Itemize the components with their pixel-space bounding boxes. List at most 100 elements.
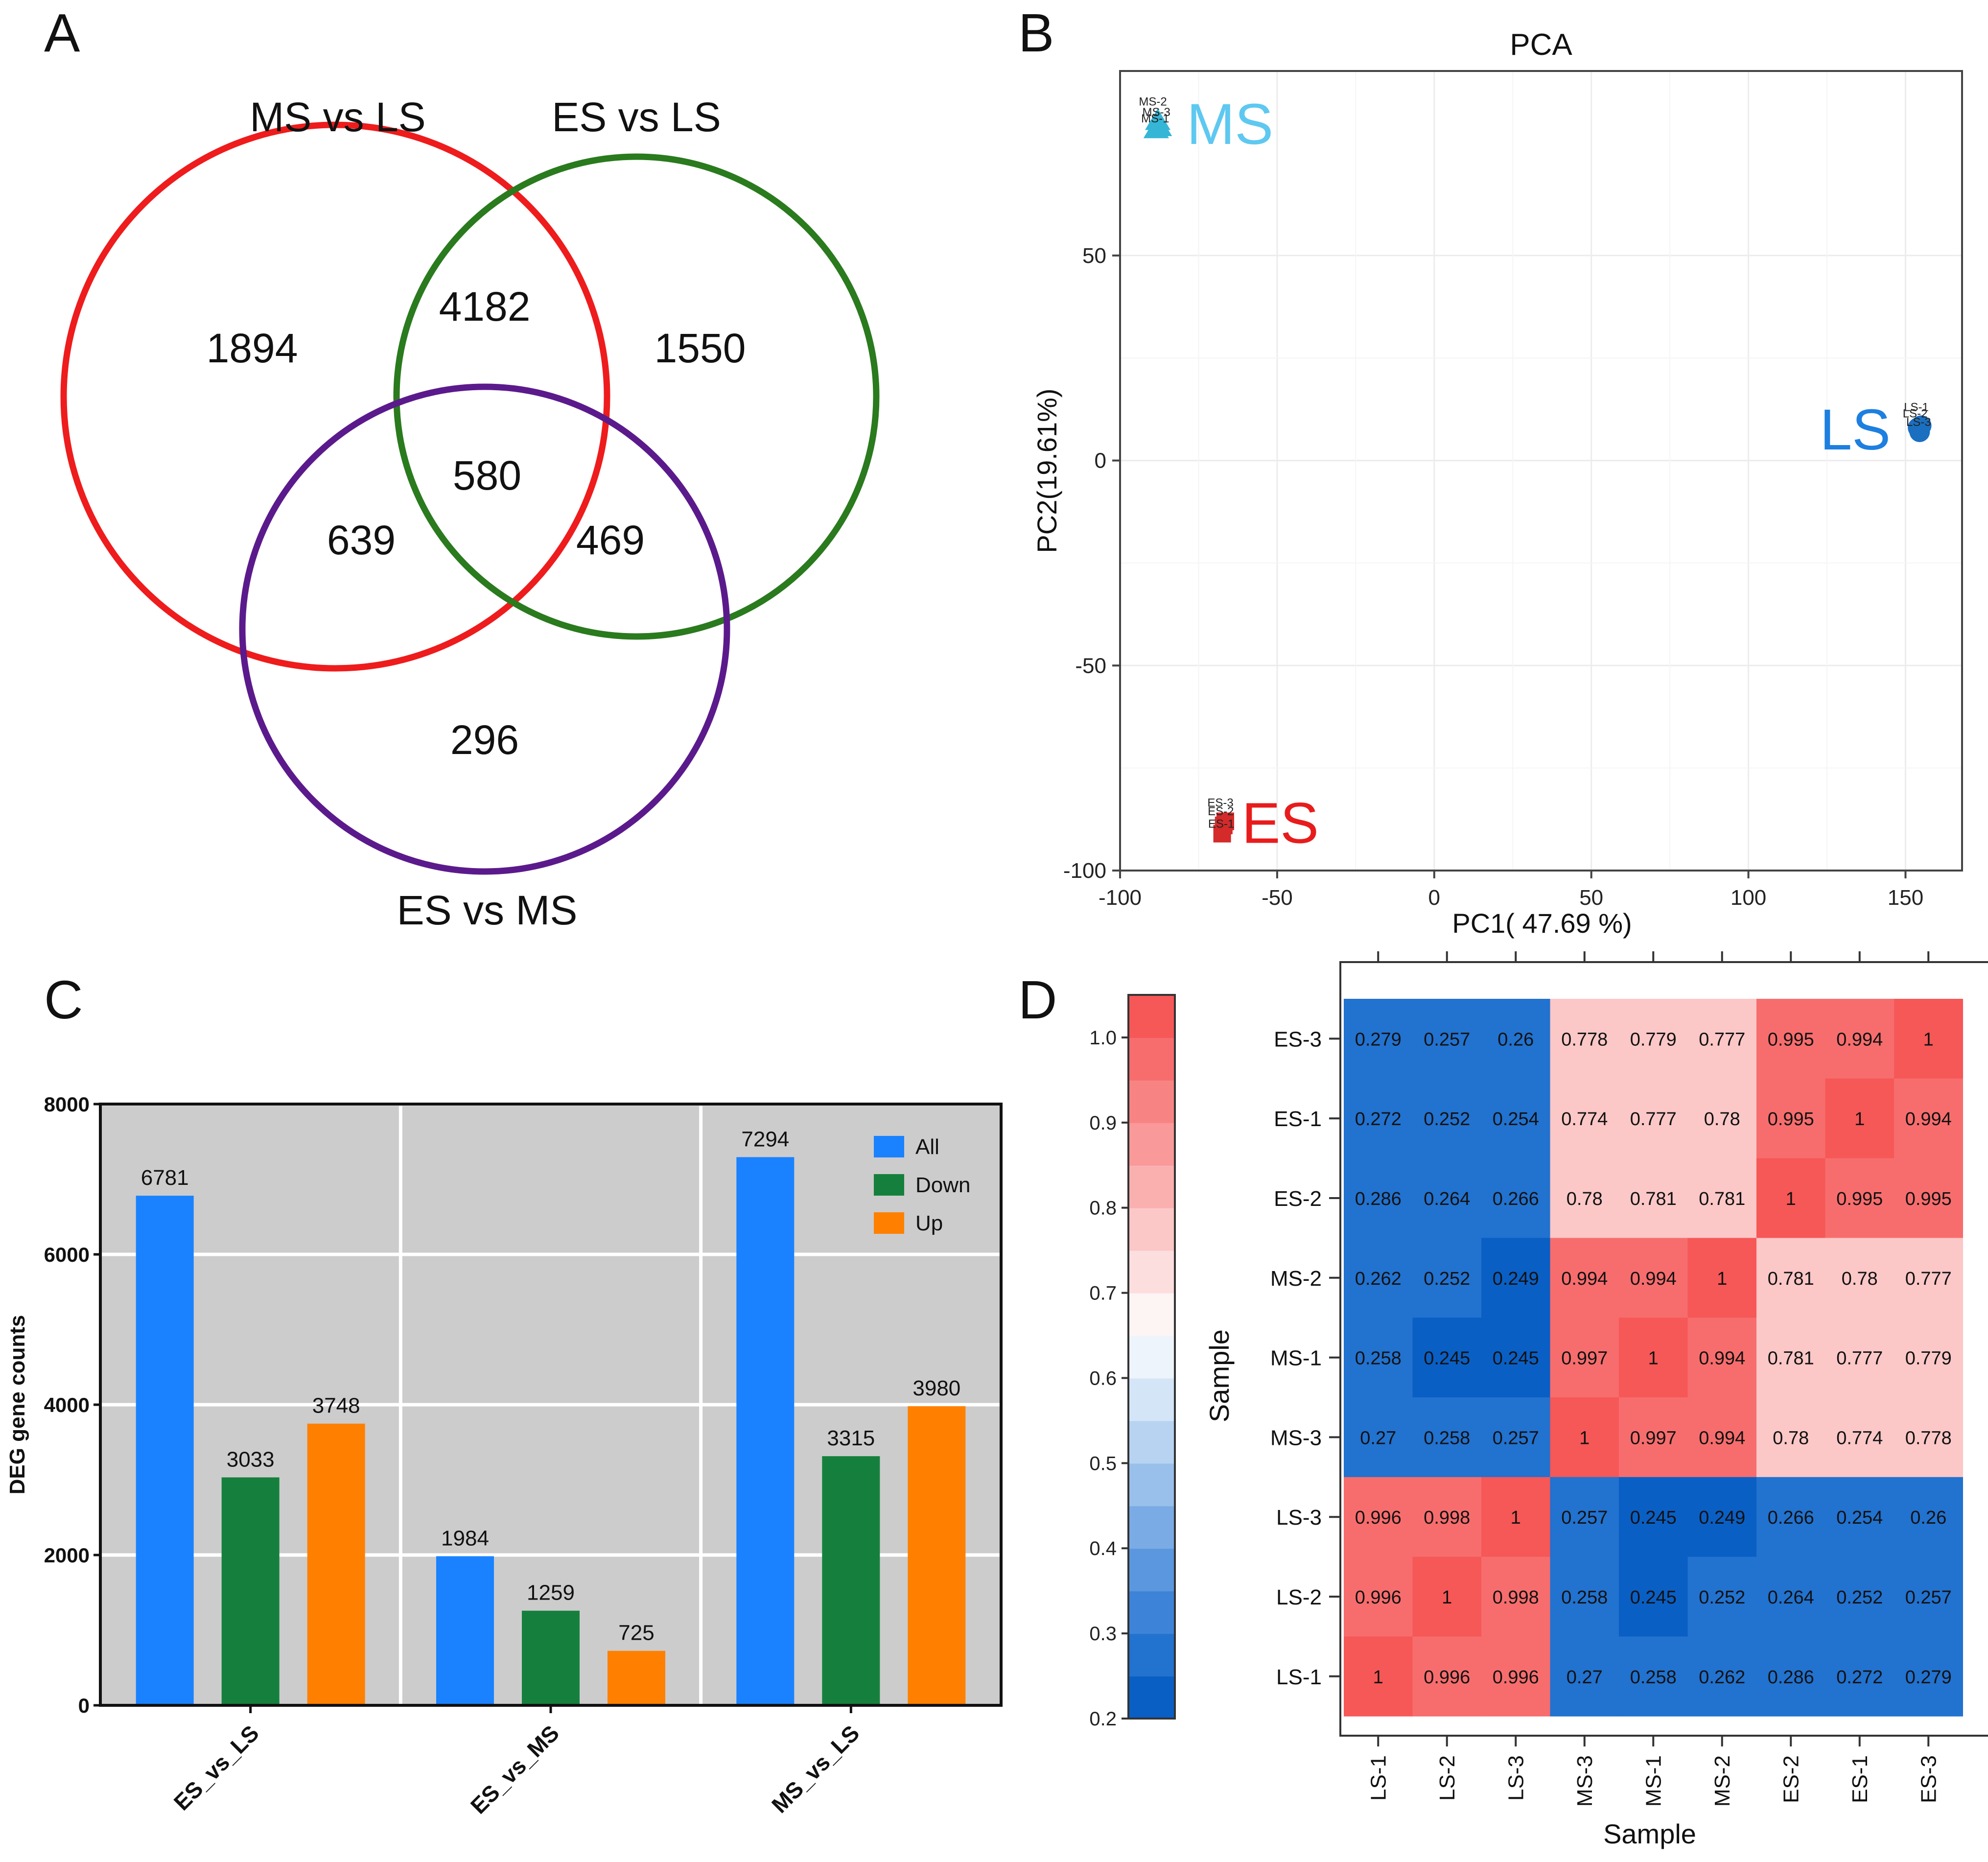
- heatmap-cell-value: 0.249: [1699, 1508, 1745, 1528]
- heatmap-cell-value: 0.994: [1836, 1029, 1883, 1050]
- heatmap-cell-value: 0.777: [1905, 1269, 1952, 1289]
- heatmap-cell: [1894, 1158, 1963, 1238]
- heatmap-cell-value: 0.994: [1905, 1109, 1952, 1130]
- colorbar-tick-label: 0.5: [1089, 1453, 1117, 1474]
- heatmap-cell: [1825, 1397, 1894, 1478]
- heatmap-row-label: ES-2: [1274, 1187, 1322, 1211]
- heatmap-cell-value: 0.774: [1836, 1428, 1883, 1448]
- heatmap-cell: [1825, 999, 1894, 1079]
- heatmap-col-label: MS-1: [1641, 1755, 1665, 1807]
- bar-ms-vs-ls-up: [908, 1406, 966, 1705]
- colorbar-segment: [1128, 1633, 1175, 1677]
- bar-ms-vs-ls-all: [736, 1157, 795, 1705]
- bar-es-vs-ls-all: [136, 1196, 194, 1705]
- pca-point-label: LS-1: [1904, 401, 1929, 414]
- colorbar-tick-label: 0.4: [1089, 1538, 1117, 1559]
- heatmap-cell: [1894, 1477, 1963, 1557]
- heatmap-cell: [1756, 1397, 1825, 1478]
- bar-es-vs-ls-up: [307, 1423, 365, 1705]
- heatmap-cell: [1481, 1397, 1550, 1478]
- heatmap-cell: [1687, 1477, 1757, 1557]
- heatmap-cell: [1825, 1477, 1894, 1557]
- heatmap-cell-value: 0.279: [1905, 1667, 1952, 1688]
- heatmap-cell-value: 0.257: [1561, 1508, 1608, 1528]
- heatmap-cell: [1412, 1238, 1482, 1318]
- heatmap-row-label: LS-1: [1276, 1665, 1322, 1689]
- colorbar-segment: [1128, 1591, 1175, 1634]
- heatmap-cell: [1344, 1238, 1413, 1318]
- heatmap-row-label: MS-1: [1270, 1346, 1322, 1370]
- legend-label-up: Up: [915, 1211, 943, 1235]
- heatmap-x-axis-label: Sample: [1603, 1818, 1696, 1849]
- pca-xtick-label: 150: [1888, 886, 1923, 910]
- venn-region-count: 296: [450, 717, 519, 763]
- bar-es-vs-ls-down: [221, 1477, 280, 1705]
- heatmap-cell-value: 0.258: [1630, 1667, 1677, 1688]
- panel-label-c: C: [44, 970, 83, 1030]
- pca-point-ls-3: [1909, 421, 1930, 442]
- heatmap-cell-value: 1: [1648, 1348, 1659, 1369]
- heatmap-cell-value: 1: [1511, 1508, 1521, 1528]
- bar-category-label: ES_vs_LS: [169, 1720, 264, 1815]
- heatmap-cell: [1619, 1078, 1688, 1159]
- colorbar-segment: [1128, 1420, 1175, 1464]
- heatmap-cell: [1550, 1078, 1619, 1159]
- heatmap-cell: [1344, 1318, 1413, 1398]
- venn-circle-es-vs-ls: [393, 153, 880, 640]
- venn-set-label: ES vs MS: [397, 887, 578, 933]
- heatmap-cell: [1756, 999, 1825, 1079]
- heatmap-cell-value: 0.279: [1355, 1029, 1402, 1050]
- heatmap-cell: [1894, 1556, 1963, 1637]
- heatmap-col-label: LS-2: [1435, 1755, 1459, 1801]
- heatmap-cell-value: 0.778: [1561, 1029, 1608, 1050]
- heatmap-cell: [1687, 999, 1757, 1079]
- bar-value-label: 1259: [527, 1581, 575, 1605]
- heatmap-cell: [1550, 1158, 1619, 1238]
- pca-ytick-label: -100: [1063, 859, 1106, 883]
- venn-set-label: MS vs LS: [250, 94, 425, 140]
- heatmap-cell-value: 0.286: [1768, 1667, 1814, 1688]
- heatmap-row-label: MS-2: [1270, 1267, 1322, 1291]
- heatmap-cell: [1825, 1556, 1894, 1637]
- legend-swatch-down: [874, 1174, 904, 1196]
- heatmap-col-label: LS-1: [1366, 1755, 1390, 1801]
- heatmap-cell: [1550, 999, 1619, 1079]
- heatmap-cell: [1619, 1397, 1688, 1478]
- colorbar-tick-label: 0.9: [1089, 1112, 1117, 1134]
- heatmap-cell: [1481, 1078, 1550, 1159]
- heatmap-col-label: ES-1: [1848, 1755, 1872, 1803]
- colorbar-segment: [1128, 1676, 1175, 1719]
- heatmap-cell: [1894, 1078, 1963, 1159]
- legend-label-all: All: [915, 1135, 939, 1159]
- heatmap-cell-value: 0.995: [1836, 1189, 1883, 1209]
- pca-ytick-label: 50: [1082, 244, 1106, 268]
- heatmap-cell-value: 0.781: [1630, 1189, 1677, 1209]
- pca-group-label-ls: LS: [1820, 398, 1891, 462]
- pca-point-label: MS-3: [1143, 106, 1170, 119]
- colorbar-segment: [1128, 1250, 1175, 1294]
- pca-frame: [1119, 70, 1963, 872]
- heatmap-cell-value: 0.781: [1699, 1189, 1745, 1209]
- pca-plot-area: [1120, 71, 1962, 871]
- heatmap-cell-value: 0.258: [1355, 1348, 1402, 1369]
- pca-xtick-label: -50: [1262, 886, 1293, 910]
- heatmap-cell-value: 0.781: [1768, 1348, 1814, 1369]
- heatmap-cell: [1344, 1397, 1413, 1478]
- heatmap-row-label: LS-2: [1276, 1585, 1322, 1609]
- heatmap-cell: [1481, 999, 1550, 1079]
- pca-group-label-es: ES: [1242, 791, 1319, 856]
- pca-group-label-ms: MS: [1187, 92, 1273, 157]
- pca-xtick-label: 0: [1428, 886, 1440, 910]
- pca-ytick-label: 0: [1095, 449, 1106, 473]
- venn-region-count: 1550: [655, 325, 746, 371]
- heatmap-cell-value: 0.264: [1424, 1189, 1470, 1209]
- heatmap-cell: [1825, 1078, 1894, 1159]
- heatmap-cell: [1412, 1078, 1482, 1159]
- bar-value-label: 725: [618, 1621, 654, 1645]
- heatmap-cell-value: 0.781: [1768, 1269, 1814, 1289]
- pca-xtick-label: -100: [1099, 886, 1142, 910]
- heatmap-cell: [1687, 1397, 1757, 1478]
- pca-xtick-label: 50: [1579, 886, 1603, 910]
- heatmap-cell: [1894, 1636, 1963, 1717]
